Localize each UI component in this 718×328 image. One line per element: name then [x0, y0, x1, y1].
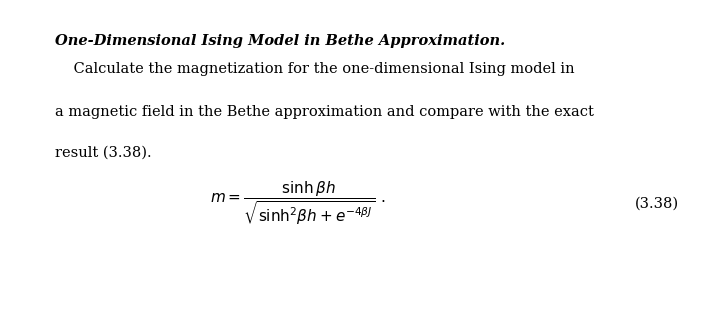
Text: $m = \dfrac{\sinh \beta h}{\sqrt{\sinh^2 \!\beta h + e^{-4\beta J}}}\ .$: $m = \dfrac{\sinh \beta h}{\sqrt{\sinh^2… [210, 180, 386, 227]
Text: (3.38): (3.38) [635, 196, 679, 210]
Text: Calculate the magnetization for the one-dimensional Ising model in: Calculate the magnetization for the one-… [55, 62, 575, 76]
Text: a magnetic field in the Bethe approximation and compare with the exact: a magnetic field in the Bethe approximat… [55, 105, 595, 119]
Text: result (3.38).: result (3.38). [55, 146, 152, 160]
Text: One-Dimensional Ising Model in Bethe Approximation.: One-Dimensional Ising Model in Bethe App… [55, 34, 505, 49]
